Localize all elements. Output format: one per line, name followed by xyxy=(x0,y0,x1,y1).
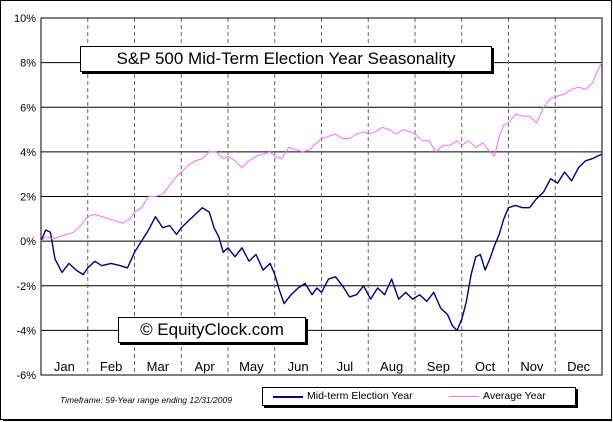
legend-swatch-midterm xyxy=(273,396,303,398)
legend-swatch-average xyxy=(449,396,479,397)
y-tick-label: 6% xyxy=(20,102,36,114)
plot-area-border xyxy=(40,17,603,376)
x-tick-label: Apr xyxy=(195,359,216,374)
x-tick-label: Sep xyxy=(427,359,450,374)
y-tick-label: 4% xyxy=(20,147,36,159)
copyright-box: © EquityClock.com xyxy=(118,317,306,343)
x-tick-label: Nov xyxy=(520,359,544,374)
y-tick-label: -2% xyxy=(16,281,36,293)
legend: Mid-term Election Year Average Year xyxy=(262,387,576,406)
x-tick-label: Jan xyxy=(54,359,75,374)
series-layer xyxy=(40,62,603,332)
y-tick-label: 8% xyxy=(20,58,36,70)
y-tick-label: -4% xyxy=(16,325,36,337)
copyright-label: © EquityClock.com xyxy=(140,320,284,339)
outer-border-shadow xyxy=(3,419,612,421)
y-tick-label: 0% xyxy=(20,236,36,248)
x-tick-label: Feb xyxy=(100,359,122,374)
timeframe-footnote: Timeframe: 59-Year range ending 12/31/20… xyxy=(60,395,232,405)
series-line-average xyxy=(40,62,603,242)
legend-label-average: Average Year xyxy=(483,390,546,402)
y-tick-labels: 10% 8% 6% 4% 2% 0% -2% -4% -6% xyxy=(14,13,36,382)
chart-title: S&P 500 Mid-Term Election Year Seasonali… xyxy=(116,49,456,68)
x-tick-label: Mar xyxy=(147,359,170,374)
y-tick-label: 2% xyxy=(20,192,36,204)
x-tick-label: Jun xyxy=(288,359,309,374)
month-grid-layer xyxy=(87,18,556,375)
x-tick-label: Oct xyxy=(475,359,496,374)
x-tick-label: May xyxy=(239,359,264,374)
chart-title-box: S&P 500 Mid-Term Election Year Seasonali… xyxy=(80,46,492,72)
x-tick-label: Dec xyxy=(567,359,591,374)
legend-label-midterm: Mid-term Election Year xyxy=(307,390,413,402)
y-tick-label: 10% xyxy=(14,13,36,25)
x-tick-label: Aug xyxy=(380,359,403,374)
x-tick-label: Jul xyxy=(337,359,354,374)
y-tick-label: -6% xyxy=(16,370,36,382)
series-line-midterm xyxy=(40,153,603,332)
x-tick-labels: Jan Feb Mar Apr May Jun Jul Aug Sep Oct Nov Dec xyxy=(54,359,591,374)
